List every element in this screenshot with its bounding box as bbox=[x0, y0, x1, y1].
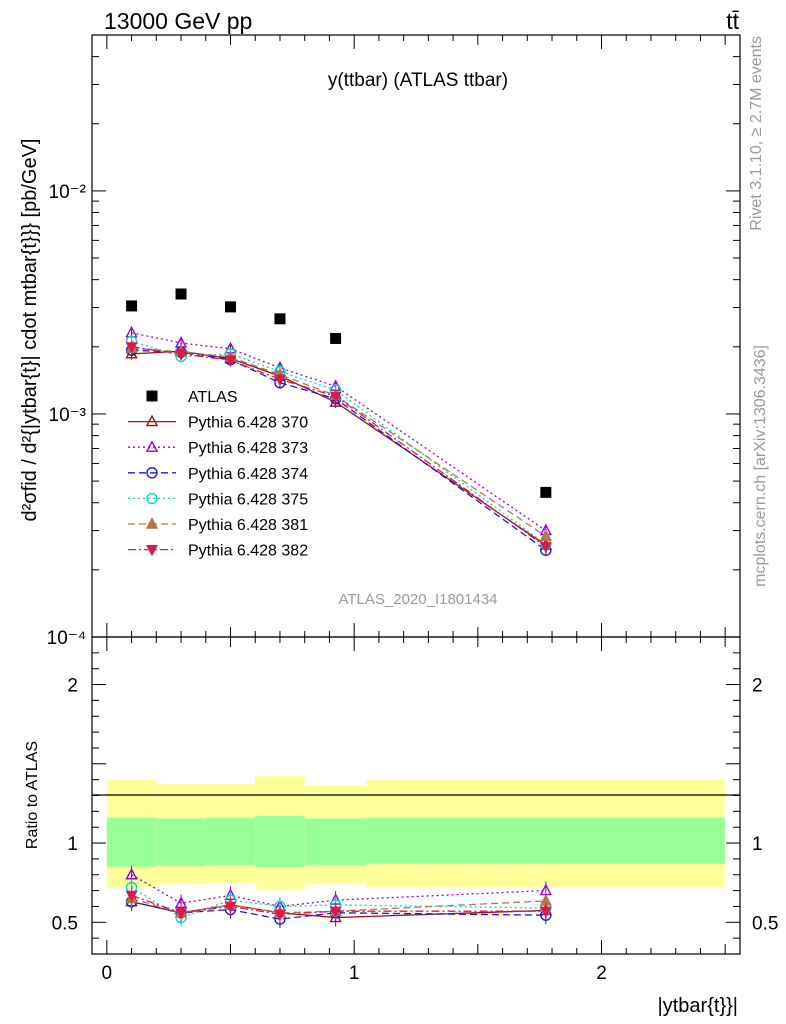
x-axis-label: |ytbar{t}}| bbox=[658, 995, 738, 1017]
legend-entry: Pythia 6.428 374 bbox=[128, 466, 308, 483]
x-tick-label: 2 bbox=[596, 963, 607, 984]
ratio-series bbox=[125, 865, 553, 929]
band-inner bbox=[366, 817, 726, 864]
plot-title: y(ttbar) (ATLAS ttbar) bbox=[328, 70, 508, 91]
data-point bbox=[175, 349, 188, 361]
data-point bbox=[330, 332, 342, 344]
legend-entry: Pythia 6.428 375 bbox=[128, 491, 308, 508]
band-inner bbox=[156, 818, 206, 867]
ratio-point bbox=[224, 901, 237, 914]
main-y-axis-label: d²σfid / d²{|ytbar{t}| cdot mtbar{t}}} [… bbox=[19, 139, 41, 522]
legend-label: ATLAS bbox=[188, 389, 238, 406]
ratio-y-axis-label: Ratio to ATLAS bbox=[24, 741, 41, 849]
series-atlas bbox=[126, 288, 552, 498]
main-series bbox=[125, 288, 553, 557]
data-point bbox=[225, 301, 237, 313]
legend-label: Pythia 6.428 382 bbox=[188, 543, 308, 560]
ratio-uncertainty-bands bbox=[106, 776, 726, 890]
data-point bbox=[274, 313, 286, 325]
main-panel: y(ttbar) (ATLAS ttbar) ATLAS_2020_I18014… bbox=[19, 34, 741, 649]
data-point bbox=[273, 374, 286, 387]
series-line bbox=[131, 349, 547, 551]
legend-marker bbox=[145, 516, 159, 529]
data-point bbox=[125, 346, 138, 359]
header-process-label: tt̄ bbox=[726, 8, 739, 34]
series-line bbox=[131, 332, 547, 532]
ratio-y-tick-label: 1 bbox=[67, 834, 78, 855]
ratio-y-tick-label-right: 2 bbox=[752, 676, 763, 697]
legend-label: Pythia 6.428 374 bbox=[188, 466, 308, 483]
legend-entry: ATLAS bbox=[146, 389, 238, 406]
ratio-y-tick-label-right: 1 bbox=[752, 834, 763, 855]
ratio-point bbox=[539, 906, 552, 918]
ratio-point bbox=[329, 906, 342, 918]
ratio-line bbox=[131, 886, 546, 919]
series-line bbox=[131, 347, 547, 537]
legend-entry: Pythia 6.428 370 bbox=[128, 414, 308, 432]
ratio-point bbox=[273, 909, 286, 922]
main-y-tick-label: 10⁻³ bbox=[49, 405, 87, 426]
legend-marker bbox=[146, 467, 158, 479]
ratio-line bbox=[131, 901, 546, 920]
legend-marker bbox=[146, 390, 158, 402]
data-point bbox=[175, 288, 187, 300]
legend-marker bbox=[145, 440, 159, 452]
band-inner bbox=[304, 818, 367, 866]
band-inner bbox=[106, 817, 157, 867]
data-point bbox=[329, 391, 342, 404]
series-line bbox=[131, 340, 547, 545]
legend-label: Pythia 6.428 381 bbox=[188, 517, 308, 534]
legend-marker bbox=[145, 414, 159, 427]
ratio-line bbox=[131, 894, 546, 916]
series-pythia-6.428-382 bbox=[125, 340, 552, 554]
ratio-panel: 0.5 0.5 1 1 2 2 0 1 2 Ratio to ATLAS |ytbar{t}}| bbox=[24, 636, 778, 1017]
main-y-tick-label: 10⁻² bbox=[49, 182, 87, 203]
main-axes: 10⁻⁴ 10⁻³ 10⁻² bbox=[47, 34, 740, 649]
ratio-point bbox=[175, 908, 188, 920]
rivet-version-label: Rivet 3.1.10, ≥ 2.7M events bbox=[748, 36, 765, 231]
legend-marker bbox=[146, 492, 158, 505]
band-inner bbox=[205, 817, 256, 866]
legend-marker bbox=[146, 544, 158, 557]
data-point bbox=[539, 542, 552, 554]
ratio-y-tick-label: 2 bbox=[67, 676, 78, 697]
mcplots-label: mcplots.cern.ch [arXiv:1306.3436] bbox=[752, 345, 769, 587]
data-point bbox=[329, 395, 342, 407]
data-point bbox=[539, 529, 553, 541]
legend-label: Pythia 6.428 375 bbox=[188, 491, 308, 508]
legend-label: Pythia 6.428 370 bbox=[188, 415, 308, 432]
data-point bbox=[125, 342, 138, 354]
legend: ATLAS Pythia 6.428 370 Pythia 6.428 373 Pyt… bbox=[128, 389, 308, 560]
ratio-frame bbox=[91, 636, 741, 955]
analysis-label: ATLAS_2020_I1801434 bbox=[338, 591, 497, 608]
ratio-series-pythia-6.428-382 bbox=[125, 886, 552, 924]
legend-entry: Pythia 6.428 381 bbox=[128, 516, 308, 534]
x-tick-label: 0 bbox=[102, 963, 113, 984]
x-tick-label: 1 bbox=[349, 963, 360, 984]
ratio-y-tick-label: 0.5 bbox=[52, 913, 78, 934]
ratio-y-tick-label-right: 0.5 bbox=[752, 913, 778, 934]
data-point bbox=[224, 355, 237, 368]
legend-label: Pythia 6.428 373 bbox=[188, 440, 308, 457]
legend-entry: Pythia 6.428 373 bbox=[128, 440, 308, 457]
series-line bbox=[131, 350, 547, 546]
data-point bbox=[126, 300, 138, 312]
main-y-tick-label: 10⁻⁴ bbox=[47, 628, 86, 649]
data-point bbox=[540, 486, 552, 498]
legend-entry: Pythia 6.428 382 bbox=[128, 543, 308, 560]
ratio-line bbox=[131, 897, 546, 914]
header-collision-label: 13000 GeV pp bbox=[104, 8, 252, 34]
ratio-point bbox=[125, 890, 138, 903]
band-inner bbox=[255, 816, 305, 868]
